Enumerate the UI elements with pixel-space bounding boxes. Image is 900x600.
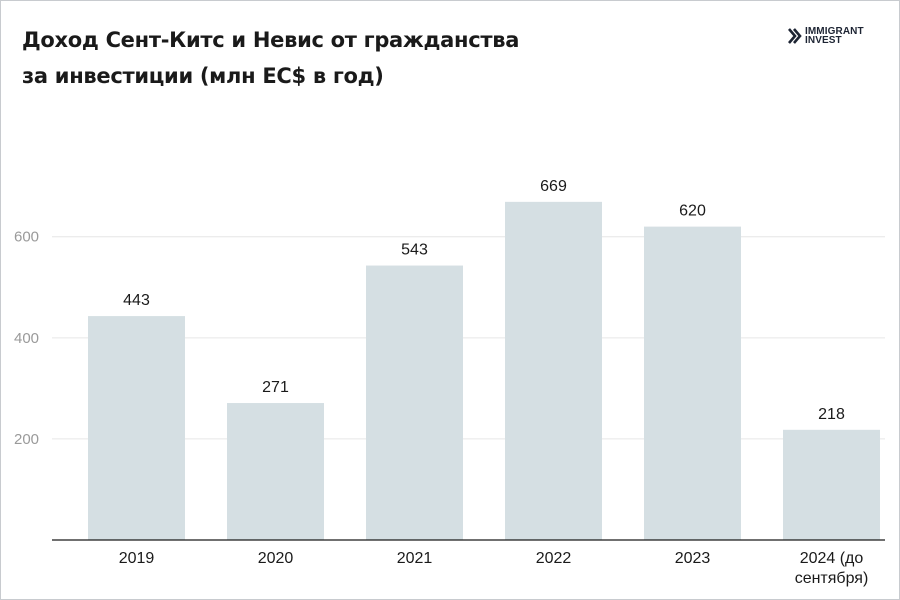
y-tick-label: 400 <box>14 330 39 347</box>
logo-text-line-2: INVEST <box>805 35 842 46</box>
bar-2023 <box>644 226 741 541</box>
y-tick-label: 600 <box>14 229 39 246</box>
bars <box>88 201 880 541</box>
double-chevron-logo-icon <box>788 28 802 44</box>
logo-text-line-1: IMMIGRANT <box>805 26 864 37</box>
bar-2022 <box>505 201 602 541</box>
x-tick-label: 2021 <box>397 550 433 567</box>
chart-title-line-2: за инвестиции (млн EC$ в год) <box>22 64 384 88</box>
data-label: 443 <box>123 292 150 309</box>
y-tick-label: 200 <box>14 431 39 448</box>
data-label: 271 <box>262 379 289 396</box>
x-axis-ticks: 2019 2020 2021 2022 2023 2024 (до сентября) <box>119 550 869 587</box>
bar-2024 (до сентября) <box>783 429 880 540</box>
data-labels: 443 271 543 669 620 218 <box>123 178 845 423</box>
data-label: 218 <box>818 406 845 423</box>
x-tick-label: 2020 <box>258 550 294 567</box>
chart-title: Доход Сент-Китс и Невис от гражданства з… <box>22 22 622 94</box>
x-tick-label: сентября) <box>795 570 869 587</box>
bar-2021 <box>366 265 463 540</box>
bar-2020 <box>227 403 324 540</box>
y-axis-ticks: 200 400 600 <box>14 229 39 448</box>
x-tick-label: 2022 <box>536 550 572 567</box>
chart-title-line-1: Доход Сент-Китс и Невис от гражданства <box>22 28 520 52</box>
data-label: 620 <box>679 203 706 220</box>
x-tick-label: 2019 <box>119 550 155 567</box>
immigrant-invest-logo: IMMIGRANT INVEST <box>788 26 864 46</box>
gridlines <box>52 236 885 440</box>
data-label: 669 <box>540 178 567 195</box>
x-tick-label: 2023 <box>675 550 711 567</box>
x-tick-label: 2024 (до <box>800 550 864 567</box>
data-label: 543 <box>401 242 428 259</box>
bar-2019 <box>88 316 185 540</box>
